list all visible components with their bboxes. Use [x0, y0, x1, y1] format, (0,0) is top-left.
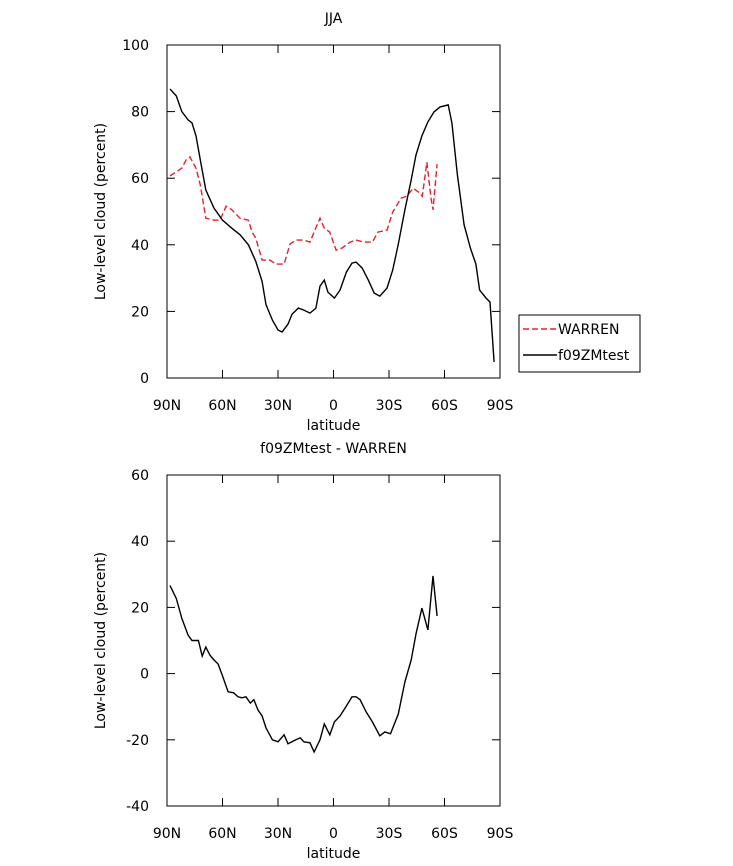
chart-panel: f09ZMtest - WARREN latitude Low-level clou… — [93, 441, 513, 862]
data-line — [169, 88, 495, 363]
y-tick-label: 0 — [140, 667, 149, 683]
y-tick-label: 100 — [122, 38, 149, 54]
plot-frame — [166, 474, 501, 807]
x-tick-label: 30N — [264, 826, 292, 842]
y-tick-label: 80 — [131, 105, 149, 121]
x-tick-label: 60S — [431, 826, 458, 842]
y-tick-label: 20 — [131, 600, 149, 616]
y-tick-label: -40 — [126, 799, 149, 815]
x-tick-label: 90N — [153, 398, 181, 414]
legend-box — [518, 314, 641, 373]
chart-title: f09ZMtest - WARREN — [260, 441, 407, 457]
x-tick-label: 90S — [487, 398, 514, 414]
x-axis-label: latitude — [307, 846, 361, 862]
x-tick-label: 60S — [431, 398, 458, 414]
y-tick-label: 20 — [131, 304, 149, 320]
x-tick-label: 90S — [487, 826, 514, 842]
legend-label: f09ZMtest — [558, 348, 630, 364]
chart-panel: JJA latitude Low-level cloud (percent) 90N 6… — [93, 11, 641, 434]
y-tick-label: -20 — [126, 733, 149, 749]
y-tick-label: 0 — [140, 371, 149, 387]
x-tick-label: 30S — [376, 826, 403, 842]
x-tick-label: 30S — [376, 398, 403, 414]
data-line — [169, 155, 438, 265]
y-tick-label: 40 — [131, 238, 149, 254]
y-tick-label: 60 — [131, 171, 149, 187]
data-line — [169, 575, 438, 754]
legend-label: WARREN — [558, 322, 619, 338]
x-tick-label: 60N — [208, 398, 236, 414]
x-tick-label: 0 — [329, 398, 338, 414]
y-axis-label: Low-level cloud (percent) — [93, 123, 109, 300]
y-tick-label: 60 — [131, 468, 149, 484]
x-tick-label: 90N — [153, 826, 181, 842]
chart-title: JJA — [324, 11, 343, 27]
y-tick-label: 40 — [131, 534, 149, 550]
x-axis-label: latitude — [307, 418, 361, 434]
x-tick-label: 0 — [329, 826, 338, 842]
x-tick-label: 30N — [264, 398, 292, 414]
y-axis-label: Low-level cloud (percent) — [93, 552, 109, 729]
x-tick-label: 60N — [208, 826, 236, 842]
